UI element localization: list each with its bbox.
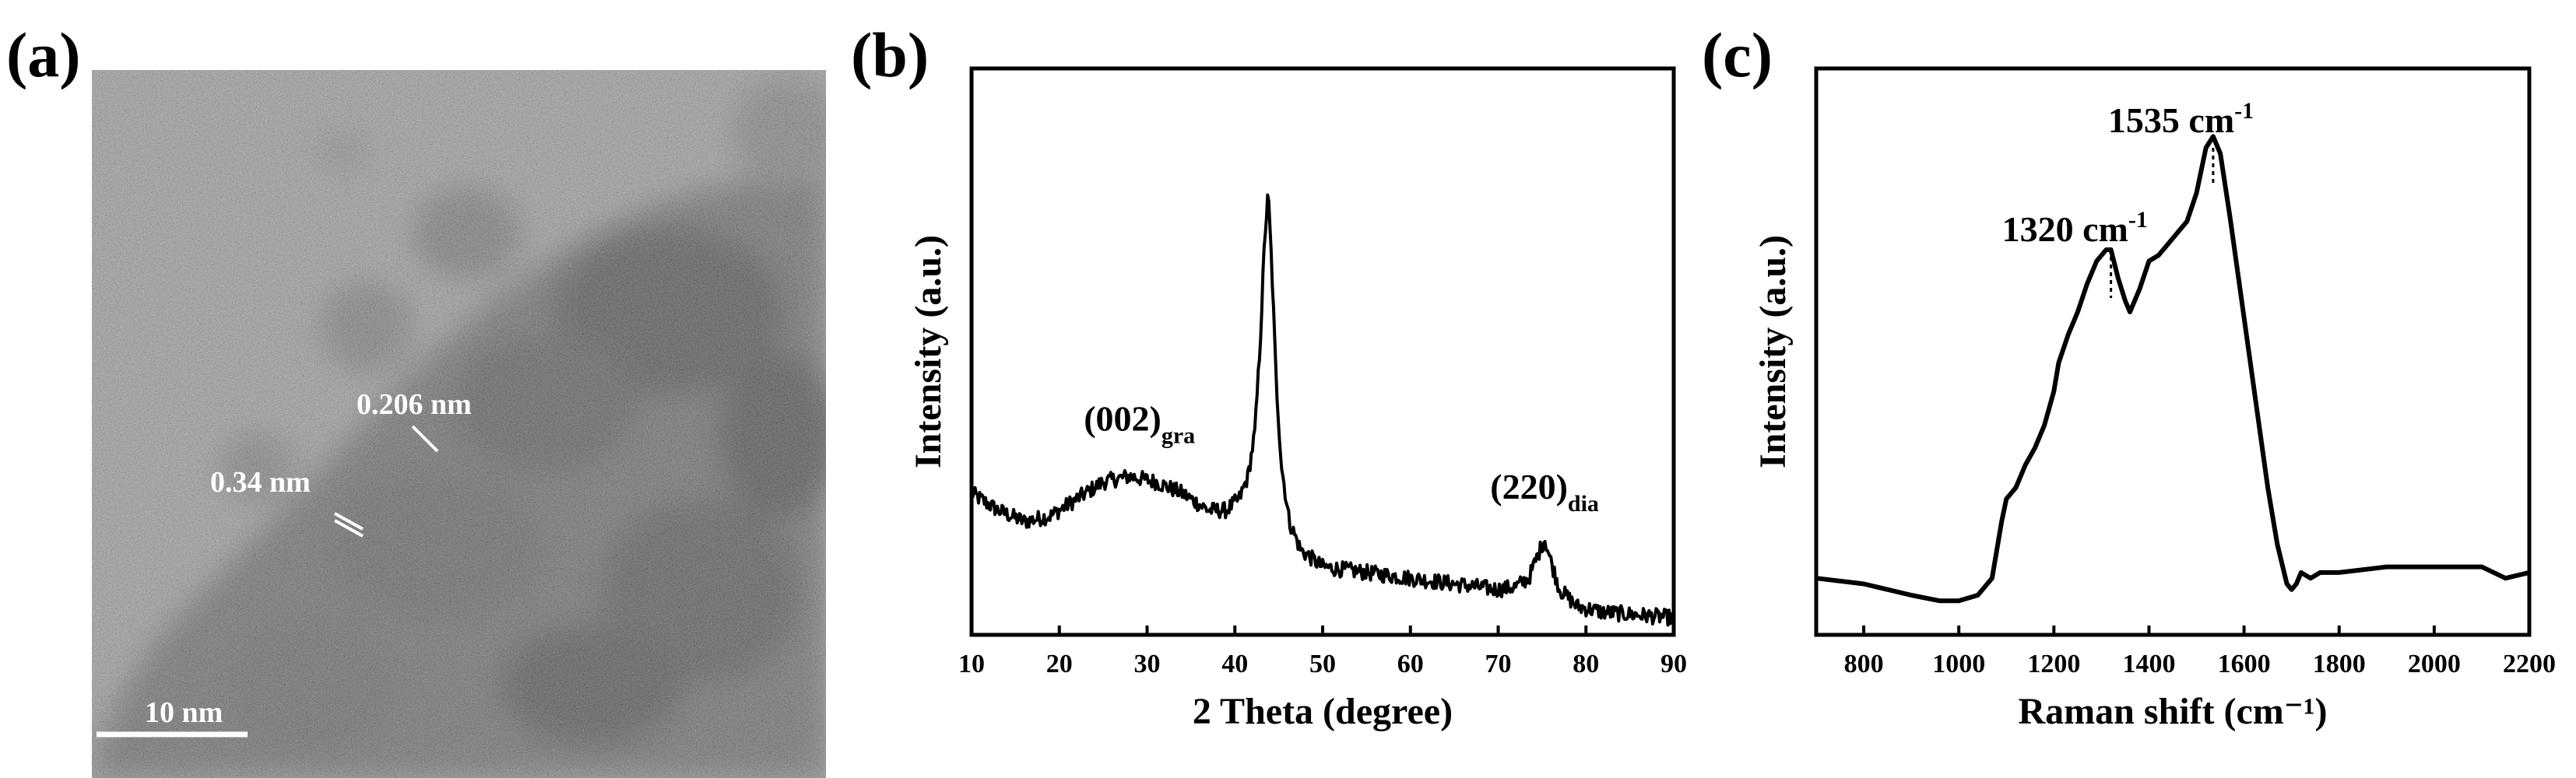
raman-x-tick-label: 2000 — [2408, 650, 2461, 678]
panel-label-b: (b) — [851, 19, 929, 90]
xrd-series-line — [970, 193, 1675, 627]
xrd-x-tick-label: 80 — [1573, 650, 1599, 678]
raman-x-tick-label: 2200 — [2503, 650, 2556, 678]
lattice-label-0206: 0.206 nm — [357, 388, 472, 421]
xrd-x-tick-label: 10 — [958, 650, 985, 678]
tem-micrograph — [92, 70, 826, 778]
raman-plot-frame — [1814, 66, 2532, 637]
raman-x-axis-title: Raman shift (cm⁻¹) — [2018, 691, 2327, 732]
raman-x-tick-label: 800 — [1844, 650, 1884, 678]
xrd-x-tick-label: 90 — [1661, 650, 1687, 678]
xrd-x-tick-label: 50 — [1309, 650, 1336, 678]
xrd-ticks: 10 20 30 40 50 60 70 80 90 — [958, 626, 1687, 678]
xrd-peak-label: (220)dia — [1490, 467, 1599, 517]
raman-peak-label: 1535 cm-1 — [2108, 98, 2254, 140]
xrd-annotations: (111)dia(002)gra(220)dia — [1084, 399, 1599, 517]
raman-peak-label: 1320 cm-1 — [2002, 207, 2148, 249]
panel-label-a: (a) — [6, 19, 81, 90]
raman-chart: 800 1000 1200 1400 1600 1800 2000 2200 1535 cm-… — [1752, 66, 2556, 732]
xrd-x-tick-label: 40 — [1221, 650, 1248, 678]
raman-x-tick-label: 1800 — [2313, 650, 2366, 678]
xrd-plot-frame — [969, 66, 1676, 637]
xrd-x-tick-label: 30 — [1134, 650, 1161, 678]
raman-x-tick-label: 1400 — [2122, 650, 2175, 678]
xrd-x-axis-title: 2 Theta (degree) — [1193, 691, 1453, 732]
raman-ticks: 800 1000 1200 1400 1600 1800 2000 2200 — [1844, 626, 2556, 678]
lattice-label-034: 0.34 nm — [210, 466, 311, 499]
raman-annotations: 1535 cm-1 1320 cm-1 — [2002, 98, 2254, 298]
xrd-y-axis-title: Intensity (a.u.) — [908, 235, 949, 468]
raman-series-line — [1815, 134, 2530, 604]
tem-noise — [92, 70, 826, 778]
panel-label-c: (c) — [1702, 19, 1773, 90]
lattice-marker-034b — [334, 519, 364, 538]
xrd-peak-label: (002)gra — [1084, 399, 1195, 449]
scale-bar-label: 10 nm — [145, 696, 223, 729]
lattice-marker-034 — [334, 512, 364, 531]
xrd-x-tick-label: 60 — [1397, 650, 1424, 678]
raman-x-tick-label: 1200 — [2027, 650, 2080, 678]
raman-x-tick-label: 1000 — [1932, 650, 1985, 678]
lattice-marker-0206 — [411, 425, 439, 453]
xrd-x-tick-label: 20 — [1046, 650, 1073, 678]
raman-x-tick-label: 1600 — [2218, 650, 2271, 678]
xrd-x-tick-label: 70 — [1485, 650, 1512, 678]
raman-y-axis-title: Intensity (a.u.) — [1752, 235, 1794, 468]
